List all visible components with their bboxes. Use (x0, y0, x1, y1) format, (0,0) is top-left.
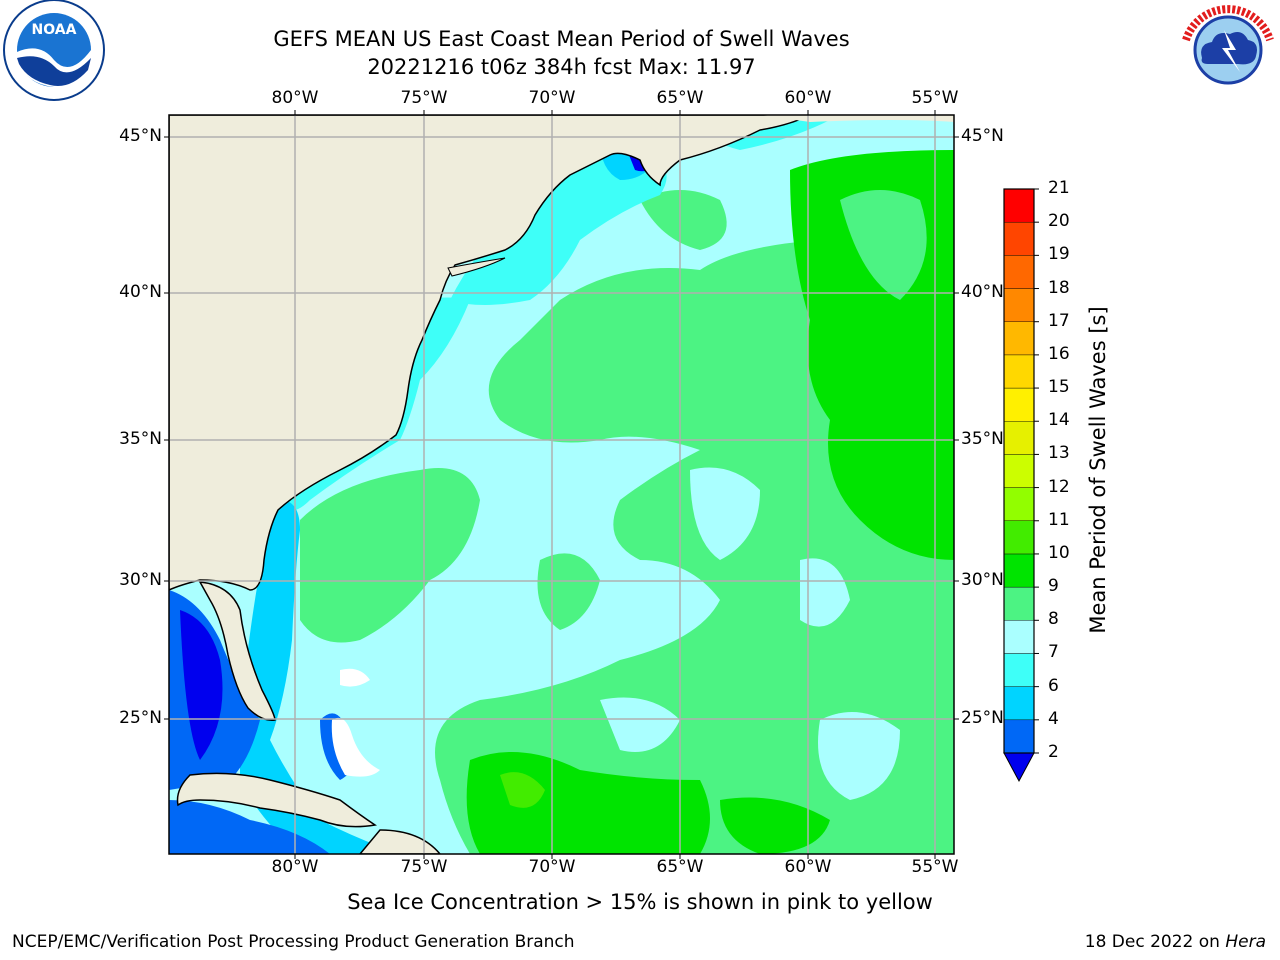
region-10-11s-southeast (720, 797, 830, 854)
lat-label-right: 25°N (961, 708, 1004, 728)
lon-label-bottom: 75°W (400, 857, 448, 877)
region-9-10s-center (537, 553, 600, 630)
region-2-4s-caribbean (169, 800, 330, 854)
region-9-10s-ne-pocket (840, 190, 927, 300)
colorbar-label: Mean Period of Swell Waves [s] (1086, 306, 1110, 634)
lat-label-left: 30°N (119, 570, 162, 590)
region-9-10s-west (300, 468, 480, 643)
colorbar-tick-label: 9 (1048, 576, 1059, 597)
region-4-6s-southeast-coast (240, 500, 400, 854)
colorbar-cell (1003, 387, 1035, 422)
lon-label-bottom: 65°W (656, 857, 704, 877)
colorbar-tick-label: 10 (1048, 542, 1070, 563)
colorbar-cell (1003, 321, 1035, 356)
lat-label-right: 40°N (961, 282, 1004, 302)
lon-label-bottom: 55°W (911, 857, 959, 877)
lon-label-bottom: 60°W (784, 857, 832, 877)
land-long-island (447, 257, 506, 277)
colorbar-tick-label: 13 (1048, 443, 1070, 464)
lat-label-left: 45°N (119, 126, 162, 146)
region-8-9s-pocket-4 (818, 712, 900, 800)
lat-label-right: 35°N (961, 429, 1004, 449)
footer-date-text: 18 Dec 2022 on (1084, 932, 1226, 952)
colorbar-tick-label: 6 (1048, 675, 1059, 696)
lon-label-top: 55°W (911, 88, 959, 108)
colorbar-cell (1003, 454, 1035, 488)
chart-title: GEFS MEAN US East Coast Mean Period of S… (273, 27, 850, 51)
lon-label-top: 70°W (528, 88, 576, 108)
region-8-9s-pocket-1 (690, 467, 760, 560)
lat-label-left: 40°N (119, 282, 162, 302)
lat-label-right: 45°N (961, 126, 1004, 146)
colorbar-tick-label: 15 (1048, 377, 1070, 398)
colorbar-tick-label: 20 (1048, 211, 1070, 232)
colorbar-cell (1003, 221, 1035, 256)
colorbar-tick-label: 7 (1048, 642, 1059, 663)
colorbar-tick-label: 2 (1048, 742, 1059, 762)
region-8-9s-pocket-2 (800, 558, 850, 627)
lon-label-bottom: 70°W (528, 857, 576, 877)
region-11-12s-max (500, 772, 545, 808)
noaa-logo: NOAA (3, 0, 105, 101)
lon-label-top: 60°W (784, 88, 832, 108)
colorbar-cell (1003, 255, 1035, 289)
colorbar-cell (1003, 354, 1035, 389)
land-florida (198, 581, 276, 721)
svg-text:NOAA: NOAA (32, 22, 77, 38)
colorbar-cell (1003, 421, 1035, 455)
colorbar-cell (1003, 653, 1035, 687)
colorbar-cell (1003, 719, 1035, 754)
lat-label-right: 30°N (961, 570, 1004, 590)
national-weather-service-logo (1180, 2, 1276, 98)
colorbar-tick-label: 8 (1048, 609, 1059, 630)
sea-ice-note: Sea Ice Concentration > 15% is shown in … (347, 890, 933, 914)
colorbar-frame (1003, 188, 1035, 754)
colorbar-cell (1003, 586, 1035, 621)
colorbar-tick-label: 21 (1048, 178, 1070, 198)
colorbar-cell (1003, 487, 1035, 521)
bahamas-bank-little (340, 668, 370, 687)
chart-subtitle: 20221216 t06z 384h fcst Max: 11.97 (367, 55, 756, 79)
map-field (169, 115, 954, 854)
colorbar-tick-label: 17 (1048, 310, 1070, 331)
land-north-america (169, 115, 811, 591)
region-9-10s-north (640, 190, 727, 250)
footer-host: Hera (1225, 932, 1266, 952)
lat-label-left: 35°N (119, 429, 162, 449)
colorbar-cell (1003, 620, 1035, 654)
bahamas-bank-great (331, 717, 380, 777)
colorbar-tick-label: 19 (1048, 244, 1070, 265)
colorbar (1003, 188, 1039, 783)
colorbar-cell (1003, 686, 1035, 721)
colorbar-tick-label: 14 (1048, 410, 1070, 431)
footer-date: 18 Dec 2022 on Hera (1085, 932, 1266, 952)
colorbar-cell (1003, 188, 1035, 223)
colorbar-tick-label: 18 (1048, 277, 1070, 298)
land-cuba (176, 772, 377, 828)
colorbar-tick-label: 16 (1048, 343, 1070, 364)
lon-label-top: 75°W (400, 88, 448, 108)
colorbar-tick-label: 12 (1048, 476, 1070, 497)
colorbar-cell (1003, 288, 1035, 322)
footer-branch: NCEP/EMC/Verification Post Processing Pr… (12, 932, 575, 952)
colorbar-cell (1003, 553, 1035, 588)
colorbar-cell (1003, 520, 1035, 555)
region-under-2s-gulf (180, 610, 223, 760)
lon-label-bottom: 80°W (271, 857, 319, 877)
colorbar-extend-triangle (1003, 752, 1035, 783)
region-8-9s-pocket-3 (600, 697, 680, 752)
map-frame (168, 114, 955, 855)
lat-label-left: 25°N (119, 708, 162, 728)
lon-label-top: 65°W (656, 88, 704, 108)
colorbar-tick-label: 4 (1048, 708, 1059, 729)
region-6-7s-gulf-of-maine (450, 147, 667, 305)
colorbar-tick-label: 11 (1048, 509, 1070, 530)
lon-label-top: 80°W (271, 88, 319, 108)
graticule (169, 115, 954, 854)
map-ticks (164, 110, 959, 859)
